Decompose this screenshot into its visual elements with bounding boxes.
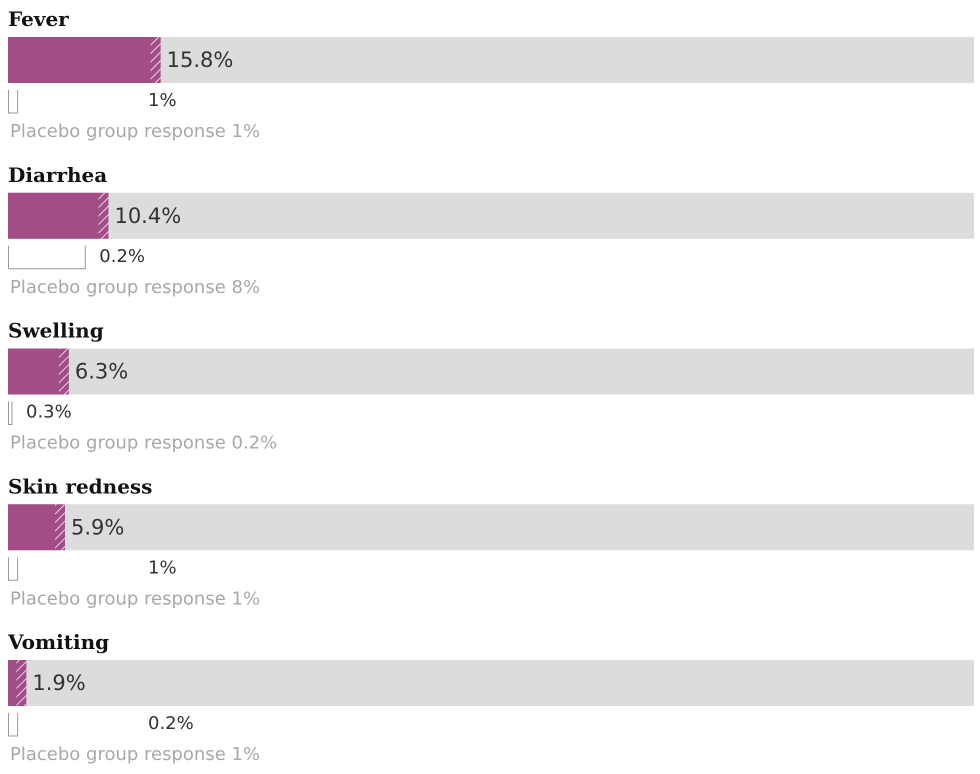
bar-track-fever: [8, 37, 974, 83]
bar-main-diarrhea: [8, 192, 109, 239]
bar-track-vomiting: [8, 660, 974, 706]
category-title-diarrhea: Diarrhea: [8, 163, 107, 187]
placebo-note-skin-redness: Placebo group response 1%: [10, 588, 260, 609]
category-title-vomiting: Vomiting: [7, 630, 109, 654]
category-group-fever: Fever 15.8% 1% Placebo group response 1%: [8, 7, 974, 142]
bar-track-diarrhea: [8, 192, 974, 239]
bar-main-hatch-diarrhea: [98, 192, 109, 239]
bar-main-label-skin-redness: 5.9%: [71, 515, 124, 539]
category-title-skin-redness: Skin redness: [8, 474, 152, 498]
placebo-note-fever: Placebo group response 1%: [10, 121, 260, 142]
placebo-note-diarrhea: Placebo group response 8%: [10, 277, 260, 298]
category-group-swelling: Swelling 6.3%0.3% Placebo group response 0…: [8, 319, 974, 454]
bar-track-swelling: [8, 348, 974, 395]
bar-secondary-label-skin-redness: 1%: [148, 557, 177, 578]
placebo-note-vomiting: Placebo group response 1%: [10, 744, 260, 765]
category-group-skin-redness: Skin redness 5.9% 1% Placebo group response…: [8, 474, 974, 609]
bar-secondary-label-fever: 1%: [148, 90, 177, 111]
bar-secondary-diarrhea: [8, 245, 86, 270]
bar-secondary-label-vomiting: 0.2%: [148, 713, 194, 734]
bar-main-swelling: [8, 348, 69, 395]
bar-main-hatch-fever: [150, 37, 161, 83]
bar-main-hatch-swelling: [58, 348, 69, 395]
bar-main-hatch-vomiting: [16, 660, 27, 706]
bar-track-skin-redness: [8, 504, 974, 551]
category-title-swelling: Swelling: [8, 319, 104, 343]
bar-main-hatch-skin-redness: [54, 504, 65, 551]
bar-main-label-fever: 15.8%: [167, 48, 234, 72]
bar-secondary-label-diarrhea: 0.2%: [99, 246, 145, 267]
bar-secondary-vomiting: [8, 713, 19, 737]
bar-main-label-swelling: 6.3%: [75, 360, 128, 384]
bar-secondary-skin-redness: [8, 557, 19, 581]
category-title-fever: Fever: [8, 7, 69, 31]
bar-secondary-swelling: [8, 401, 13, 425]
category-group-diarrhea: Diarrhea 10.4% 0.2% Placebo group response …: [8, 163, 974, 298]
bar-main-fever: [8, 37, 161, 83]
bar-main-label-vomiting: 1.9%: [32, 671, 85, 695]
bar-secondary-fever: [8, 90, 19, 114]
placebo-note-swelling: Placebo group response 0.2%: [10, 433, 277, 454]
bar-secondary-label-swelling: 0.3%: [26, 402, 72, 423]
category-group-vomiting: Vomiting 1.9% 0.2% Placebo group response 1…: [7, 630, 974, 765]
bar-main-label-diarrhea: 10.4%: [114, 204, 181, 228]
